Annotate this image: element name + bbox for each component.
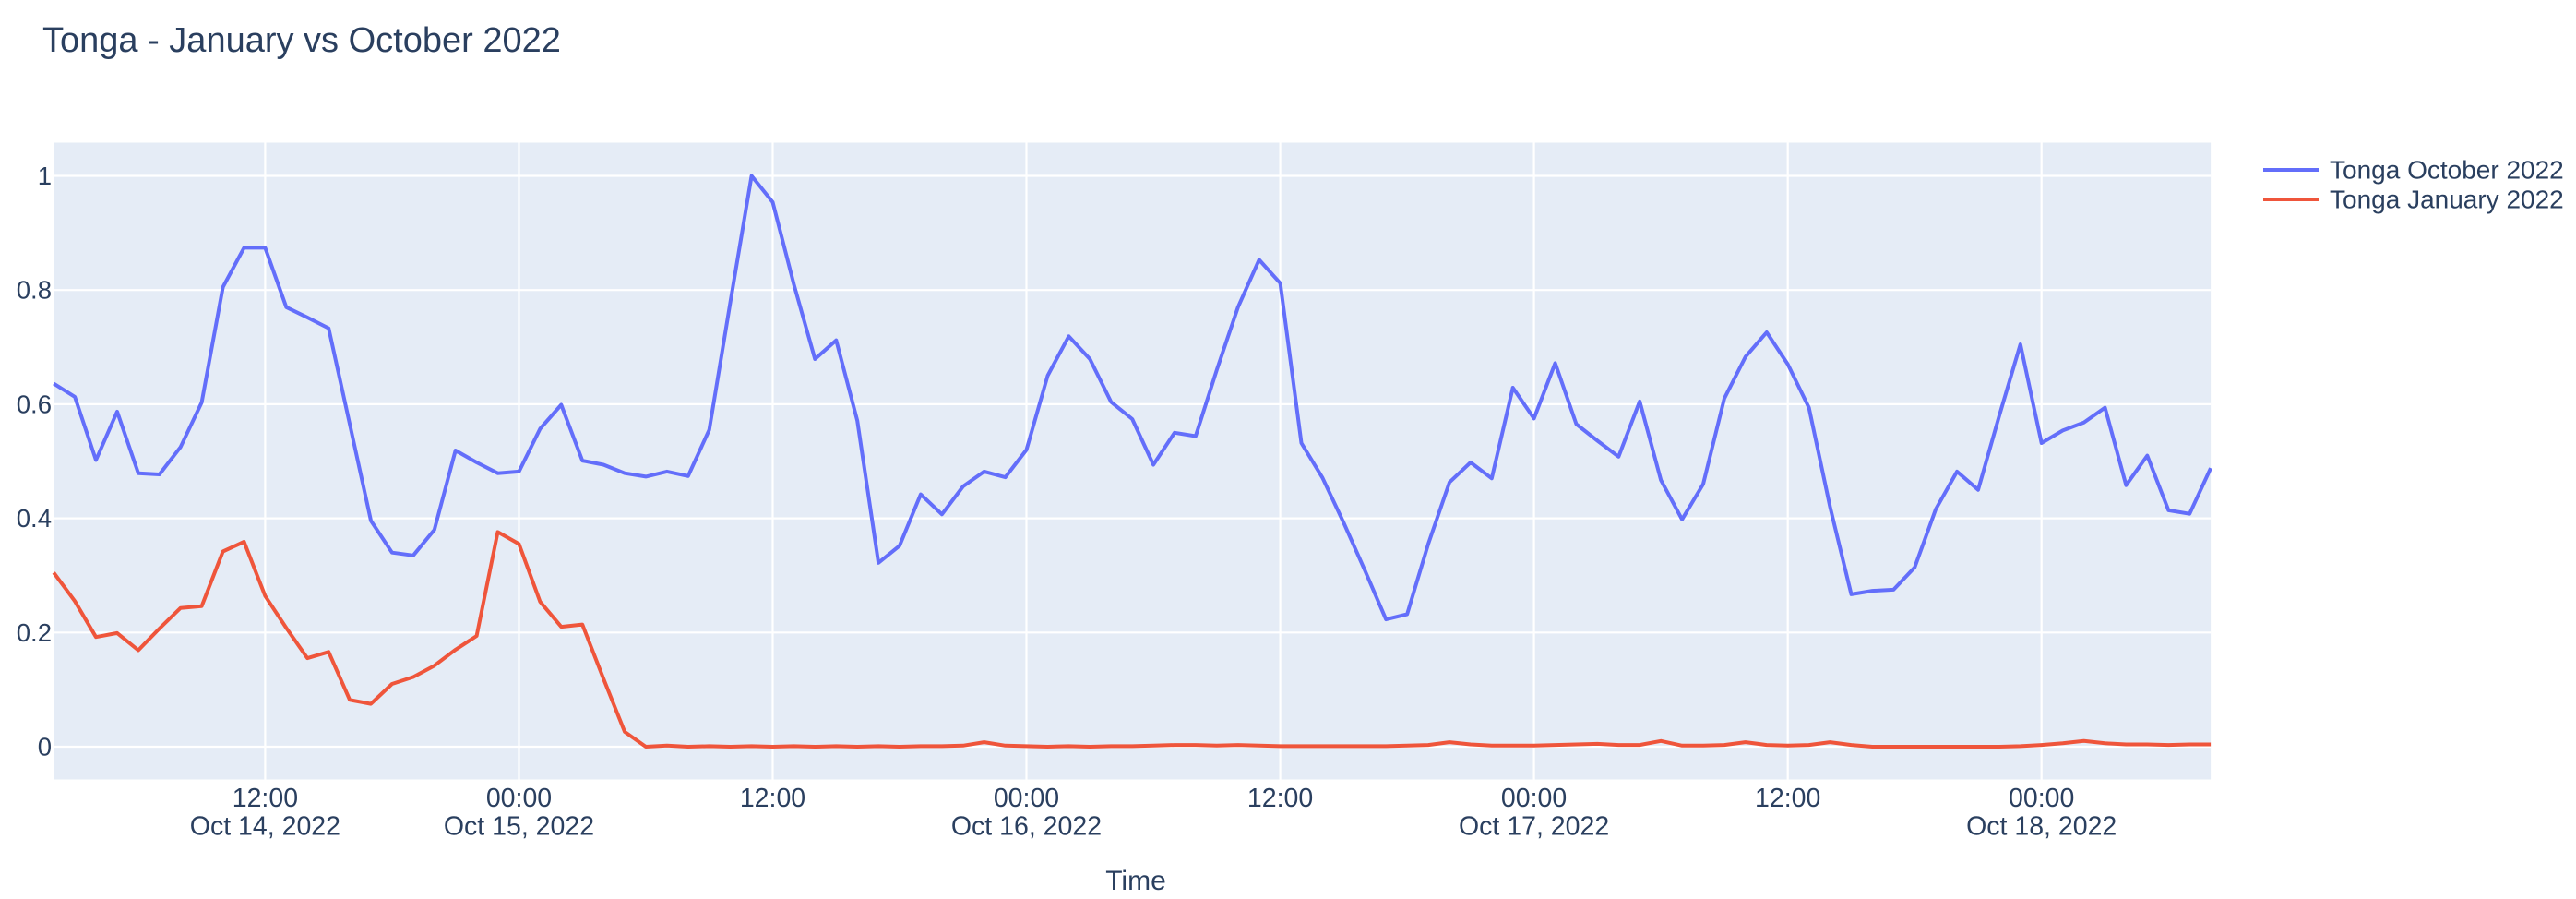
svg-text:Time: Time <box>1105 866 1166 896</box>
svg-text:12:00: 12:00 <box>233 784 298 813</box>
svg-text:0.6: 0.6 <box>17 390 52 418</box>
svg-text:0.4: 0.4 <box>17 504 52 533</box>
svg-text:12:00: 12:00 <box>1755 784 1820 813</box>
svg-text:Oct 14, 2022: Oct 14, 2022 <box>190 812 340 842</box>
svg-text:0: 0 <box>38 733 52 761</box>
svg-text:12:00: 12:00 <box>1247 784 1313 813</box>
svg-text:12:00: 12:00 <box>740 784 805 813</box>
svg-text:Oct 17, 2022: Oct 17, 2022 <box>1459 812 1609 842</box>
svg-text:Oct 16, 2022: Oct 16, 2022 <box>951 812 1102 842</box>
svg-text:Oct 15, 2022: Oct 15, 2022 <box>444 812 594 842</box>
svg-text:00:00: 00:00 <box>486 784 552 813</box>
svg-text:0.2: 0.2 <box>17 618 52 647</box>
svg-text:00:00: 00:00 <box>1501 784 1567 813</box>
svg-text:Tonga - January vs October 202: Tonga - January vs October 2022 <box>42 21 561 60</box>
svg-text:00:00: 00:00 <box>994 784 1059 813</box>
svg-text:0.8: 0.8 <box>17 276 52 305</box>
svg-text:1: 1 <box>38 162 52 190</box>
svg-text:Oct 18, 2022: Oct 18, 2022 <box>1966 812 2117 842</box>
svg-text:00:00: 00:00 <box>2009 784 2074 813</box>
svg-text:Tonga October 2022: Tonga October 2022 <box>2330 156 2564 185</box>
svg-text:Tonga January 2022: Tonga January 2022 <box>2330 186 2564 214</box>
